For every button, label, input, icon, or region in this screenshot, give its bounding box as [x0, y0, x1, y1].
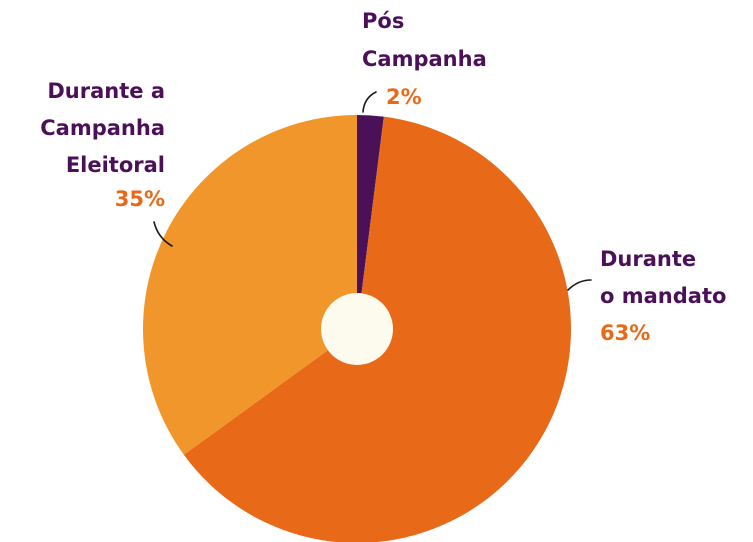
value-label: 2% [386, 85, 422, 109]
pie-slice [143, 115, 357, 455]
category-label: o mandato [600, 284, 726, 308]
value-label: 63% [600, 321, 650, 345]
leader-line [567, 279, 592, 291]
donut-hole [321, 293, 393, 365]
category-label: Pós [362, 9, 404, 33]
category-label: Durante a [47, 79, 165, 103]
labels: Pós Campanha 2% Durante o mandato 63% Durante … [40, 9, 726, 345]
category-label: Campanha [40, 116, 165, 140]
category-label: Campanha [362, 47, 487, 71]
category-label: Durante [600, 247, 696, 271]
leader-line [153, 221, 173, 247]
leader-line [362, 91, 377, 113]
pie-slice [357, 115, 384, 329]
value-label: 35% [115, 187, 165, 211]
category-label: Eleitoral [66, 153, 165, 177]
